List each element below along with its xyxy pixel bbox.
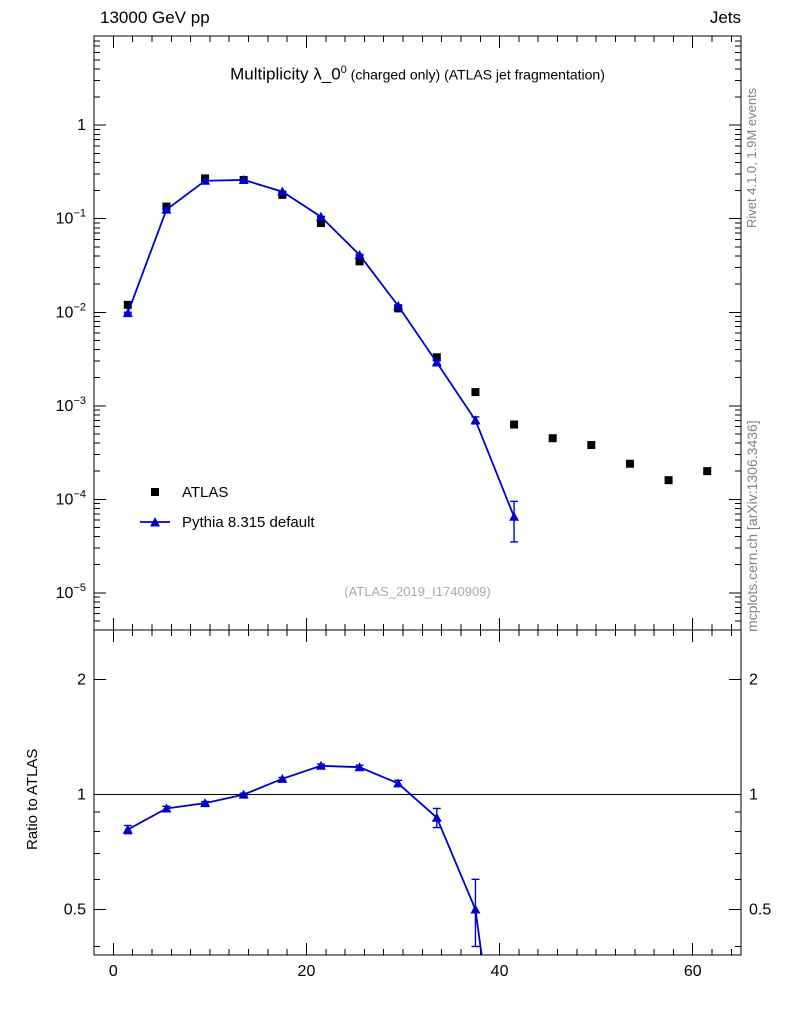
tick-label: 60	[684, 963, 702, 980]
tick-label: 0	[109, 963, 118, 980]
tick-label: 1	[77, 787, 86, 804]
data-point-square	[664, 476, 673, 485]
tick-label: 0.5	[749, 902, 771, 919]
tick-label: 20	[298, 963, 316, 980]
data-point-triangle	[431, 357, 442, 367]
tick-label: 2	[77, 672, 86, 689]
data-point-triangle	[200, 798, 211, 808]
series-line	[127, 764, 483, 955]
data-point-triangle	[470, 415, 481, 425]
legend-label: Pythia 8.315 default	[182, 513, 315, 531]
mcplots-reference-label: mcplots.cern.ch [arXiv:1306.3436]	[744, 420, 760, 632]
tick-label: 10−3	[56, 395, 86, 415]
series-group	[122, 760, 483, 955]
data-point-triangle	[470, 904, 481, 914]
series-line	[126, 179, 515, 518]
analysis-id-watermark: (ATLAS_2019_I1740909)	[344, 584, 491, 599]
data-point-square	[703, 467, 712, 476]
panel-frame	[93, 629, 742, 956]
data-point-square	[625, 459, 634, 468]
data-point-triangle	[161, 204, 172, 214]
data-point-triangle	[354, 249, 365, 259]
data-point-triangle	[509, 511, 520, 521]
legend-label: ATLAS	[182, 483, 229, 501]
data-point-square	[587, 441, 596, 450]
tick-label: 10−1	[56, 208, 86, 228]
legend-marker-icon	[140, 517, 170, 527]
series-group	[122, 174, 712, 543]
tick-label: 10−2	[56, 301, 86, 321]
plot-title-prefix: Multiplicity λ_0	[230, 64, 341, 84]
data-point-triangle	[393, 778, 404, 788]
legend-marker-icon	[151, 488, 159, 496]
data-point-square	[471, 388, 480, 397]
tick-label: 1	[749, 787, 758, 804]
tick-label: 0.5	[64, 902, 86, 919]
data-point-square	[316, 219, 325, 228]
data-point-triangle	[315, 211, 326, 221]
tick-label: 2	[749, 672, 758, 689]
data-point-triangle	[161, 803, 172, 813]
plot-title: Multiplicity λ_00 (charged only) (ATLAS …	[94, 64, 741, 85]
data-point-square	[355, 257, 364, 266]
header-beam-energy: 13000 GeV pp	[100, 8, 210, 27]
tick-label: 40	[491, 963, 509, 980]
header-analysis-type: Jets	[709, 8, 741, 27]
legend: ATLAS Pythia 8.315 default	[140, 477, 315, 537]
data-point-triangle	[277, 186, 288, 196]
tick-label: 1	[77, 117, 86, 134]
plot-title-suffix: (charged only) (ATLAS jet fragmentation)	[346, 66, 605, 83]
data-point-triangle	[238, 174, 249, 184]
ratio-axis-label: Ratio to ATLAS	[24, 748, 41, 850]
data-point-square	[548, 434, 557, 443]
data-point-square	[123, 300, 132, 309]
data-point-triangle	[200, 175, 211, 185]
data-point-triangle	[277, 773, 288, 783]
data-point-triangle	[315, 760, 326, 770]
plot-title-superscript: 0	[340, 64, 347, 76]
tick-label: 10−4	[56, 488, 86, 508]
tick-label: 10−5	[56, 582, 86, 602]
data-point-triangle	[431, 812, 442, 822]
data-point-square	[432, 353, 441, 362]
data-point-triangle	[238, 789, 249, 799]
data-point-triangle	[122, 308, 133, 318]
data-point-triangle	[122, 824, 133, 834]
data-point-triangle	[354, 762, 365, 772]
data-point-triangle	[393, 300, 404, 310]
legend-item-pythia-8-315-default: Pythia 8.315 default	[140, 507, 315, 537]
legend-item-atlas: ATLAS	[140, 477, 315, 507]
rivet-version-label: Rivet 4.1.0, 1.9M events	[744, 87, 759, 228]
data-point-square	[510, 420, 519, 429]
